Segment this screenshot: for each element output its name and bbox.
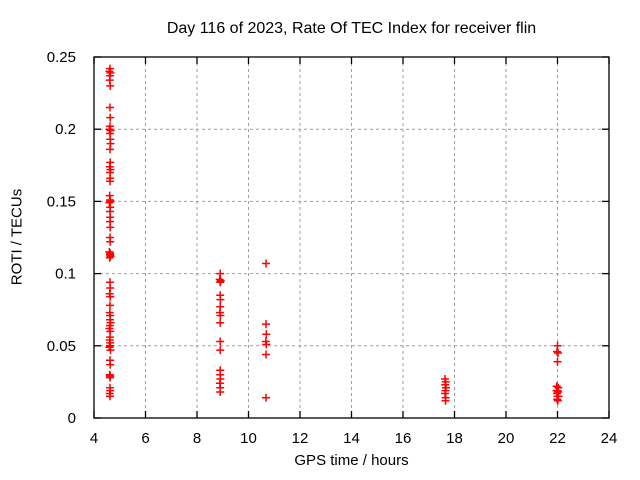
data-point bbox=[262, 340, 271, 349]
data-point bbox=[106, 252, 115, 261]
data-point bbox=[216, 295, 225, 304]
chart-title: Day 116 of 2023, Rate Of TEC Index for r… bbox=[166, 20, 537, 37]
x-tick-label: 4 bbox=[90, 430, 98, 447]
data-point bbox=[216, 337, 225, 346]
data-point bbox=[106, 237, 115, 246]
x-axis-label: GPS time / hours bbox=[294, 452, 409, 469]
x-tick-label: 10 bbox=[240, 430, 257, 447]
data-point bbox=[106, 177, 114, 186]
data-point bbox=[262, 393, 270, 402]
data-point bbox=[106, 223, 115, 232]
x-tick-label: 20 bbox=[498, 430, 515, 447]
x-tick-label: 8 bbox=[193, 430, 201, 447]
data-point bbox=[553, 357, 562, 366]
data-point bbox=[216, 388, 225, 396]
y-tick-label: 0.05 bbox=[47, 338, 76, 355]
data-point bbox=[106, 373, 114, 382]
data-point bbox=[106, 360, 115, 369]
data-point bbox=[262, 330, 271, 339]
data-point bbox=[216, 278, 225, 287]
y-tick-label: 0.2 bbox=[55, 121, 76, 138]
data-point bbox=[216, 311, 225, 320]
data-point bbox=[106, 301, 114, 310]
data-point bbox=[262, 350, 270, 359]
data-point bbox=[441, 396, 450, 405]
data-point bbox=[554, 349, 562, 357]
data-point bbox=[105, 253, 114, 262]
y-tick-label: 0.25 bbox=[47, 49, 76, 66]
data-point bbox=[105, 198, 114, 207]
y-tick-label: 0 bbox=[68, 410, 76, 427]
data-point bbox=[216, 346, 225, 355]
data-point bbox=[216, 318, 225, 327]
data-point bbox=[106, 81, 115, 90]
data-point bbox=[106, 103, 114, 112]
data-point bbox=[262, 320, 270, 329]
y-tick-label: 0.1 bbox=[55, 266, 76, 283]
x-tick-label: 24 bbox=[601, 430, 618, 447]
x-tick-label: 6 bbox=[141, 430, 149, 447]
data-point bbox=[553, 347, 561, 356]
data-point bbox=[106, 392, 114, 401]
y-tick-label: 0.15 bbox=[47, 193, 76, 210]
data-point bbox=[106, 292, 115, 301]
data-point bbox=[106, 145, 114, 154]
x-tick-label: 14 bbox=[343, 430, 360, 447]
data-point bbox=[106, 346, 115, 355]
x-tick-label: 12 bbox=[292, 430, 309, 447]
x-tick-label: 16 bbox=[395, 430, 412, 447]
data-point bbox=[553, 396, 562, 405]
x-tick-label: 22 bbox=[549, 430, 566, 447]
x-tick-label: 18 bbox=[446, 430, 463, 447]
data-point bbox=[106, 113, 115, 122]
data-point bbox=[262, 259, 270, 268]
